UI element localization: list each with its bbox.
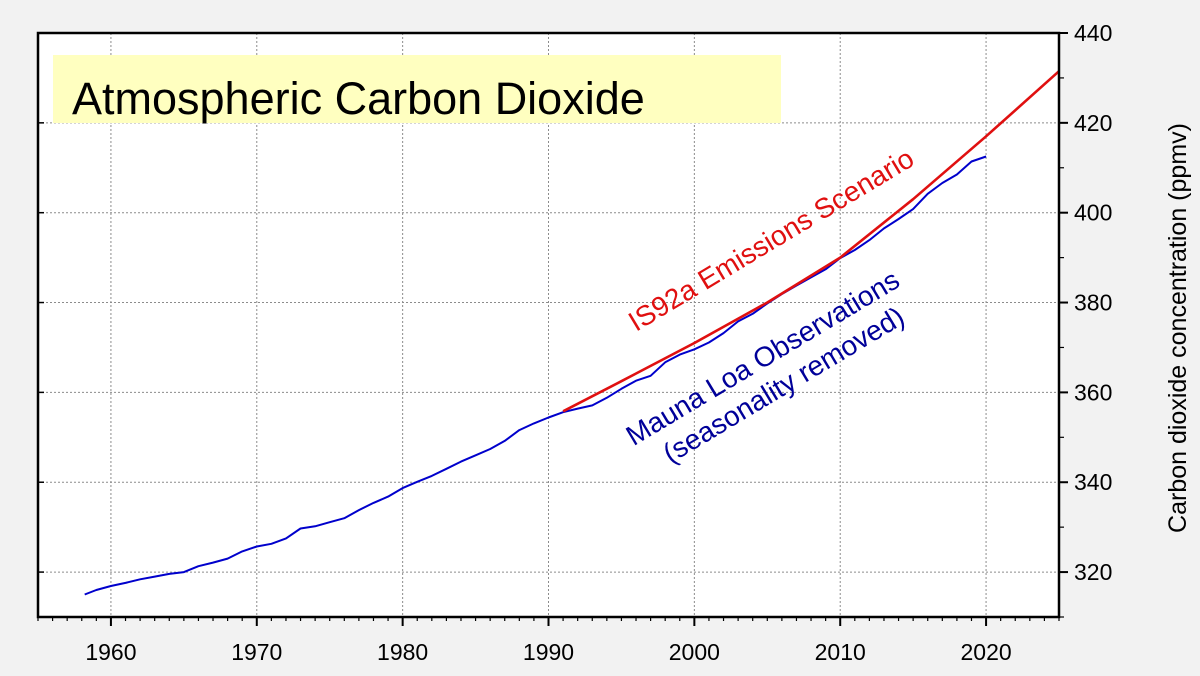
x-tick-label: 2000 bbox=[669, 639, 720, 665]
x-tick-label: 1970 bbox=[231, 639, 282, 665]
y-tick-label: 400 bbox=[1074, 200, 1112, 226]
y-tick-label: 380 bbox=[1074, 290, 1112, 316]
x-tick-label: 1960 bbox=[85, 639, 136, 665]
y-tick-label: 320 bbox=[1074, 559, 1112, 585]
y-axis-label: Carbon dioxide concentration (ppmv) bbox=[1164, 123, 1192, 533]
y-tick-label: 420 bbox=[1074, 110, 1112, 136]
x-tick-label: 2020 bbox=[960, 639, 1011, 665]
series-group bbox=[84, 70, 1060, 596]
y-tick-label: 360 bbox=[1074, 379, 1112, 405]
y-axis-ticks: 320 340 360 380 400 420 440 bbox=[38, 20, 1112, 618]
grid-lines bbox=[38, 33, 1059, 617]
chart-title: Atmospheric Carbon Dioxide bbox=[72, 73, 645, 124]
x-tick-label: 1980 bbox=[377, 639, 428, 665]
series-line-is92a bbox=[562, 70, 1060, 413]
y-tick-label: 340 bbox=[1074, 469, 1112, 495]
title-box bbox=[53, 55, 781, 123]
x-axis-ticks: 1960 1970 1980 1990 2000 2010 2020 bbox=[37, 617, 1060, 665]
x-tick-label: 2010 bbox=[815, 639, 866, 665]
y-tick-label: 440 bbox=[1074, 20, 1112, 46]
x-tick-label: 1990 bbox=[523, 639, 574, 665]
